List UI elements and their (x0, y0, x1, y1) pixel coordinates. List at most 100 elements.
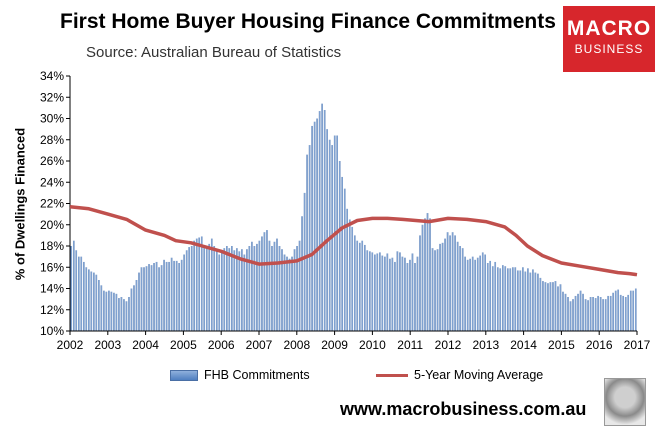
fhb-bar (228, 248, 231, 332)
fhb-bar (246, 249, 248, 331)
footer-url: www.macrobusiness.com.au (340, 399, 587, 419)
fhb-bar (145, 266, 148, 331)
fhb-bar (564, 293, 567, 331)
fhb-bar (80, 256, 83, 332)
fhb-bar (474, 259, 476, 331)
fhb-bar (173, 260, 175, 332)
y-tick-label: 20% (40, 218, 64, 232)
fhb-bar (353, 235, 356, 332)
fhb-bar (476, 257, 479, 331)
fhb-bar (180, 259, 183, 331)
fhb-bar (291, 256, 293, 332)
fhb-bar (198, 237, 200, 331)
fhb-bar (469, 258, 471, 331)
fhb-bar (160, 265, 163, 332)
logo-line-2: BUSINESS (574, 42, 644, 56)
fhb-bar (281, 249, 283, 331)
fhb-bar (461, 248, 464, 332)
fhb-bar (632, 290, 635, 332)
fhb-bar (283, 254, 286, 331)
fhb-bar (384, 256, 386, 332)
fhb-bar (323, 110, 326, 331)
fhb-bar (88, 269, 90, 332)
y-tick-label: 24% (40, 175, 64, 189)
fhb-bar (509, 268, 512, 331)
fhb-bar (579, 290, 582, 332)
fhb-bar (296, 246, 298, 331)
fhb-bar (609, 295, 612, 331)
chart-subtitle: Source: Australian Bureau of Statistics (86, 44, 342, 61)
moving-average-line (69, 204, 638, 277)
x-tick-label: 2010 (359, 338, 386, 352)
fhb-bar (391, 257, 394, 331)
fhb-bar (552, 282, 554, 332)
fhb-bar (138, 272, 140, 331)
fhb-bar (394, 261, 396, 331)
legend-swatch-bar (170, 369, 198, 381)
fhb-bar (298, 240, 301, 331)
fhb-bar (496, 267, 499, 331)
fhb-bar (559, 284, 562, 331)
x-tick-label: 2015 (548, 338, 575, 352)
fhb-bar (293, 249, 296, 331)
fhb-bar (567, 297, 569, 331)
fhb-bar (594, 298, 597, 331)
fhb-bar (288, 258, 291, 331)
fhb-bar (489, 260, 492, 332)
x-tick-label: 2016 (586, 338, 613, 352)
fhb-bar (456, 241, 459, 331)
fhb-bar (597, 295, 599, 331)
fhb-bar (529, 272, 532, 331)
fhb-bar (532, 269, 534, 332)
fhb-bar (278, 246, 281, 331)
fhb-bar (231, 246, 233, 331)
fhb-bar (215, 251, 218, 331)
fhb-bar (514, 267, 517, 331)
fhb-bar (374, 254, 376, 331)
y-tick-label: 18% (40, 239, 64, 253)
x-tick-label: 2003 (94, 338, 121, 352)
fhb-bar (622, 295, 624, 331)
y-tick-label: 28% (40, 133, 64, 147)
bar-series (70, 103, 637, 332)
x-tick-label: 2009 (321, 338, 348, 352)
legend-label-fhb: FHB Commitments (204, 368, 310, 382)
fhb-bar (346, 208, 349, 331)
fhb-bar (486, 263, 489, 331)
fhb-bar (266, 230, 268, 331)
fhb-bar (341, 176, 343, 331)
fhb-bar (303, 192, 306, 332)
fhb-bar (328, 139, 331, 331)
fhb-bar (158, 267, 160, 331)
fhb-bar (627, 294, 629, 332)
fhb-bar (504, 266, 507, 331)
fhb-bar (243, 254, 246, 331)
fhb-bar (404, 257, 406, 331)
y-tick-label: 26% (40, 154, 64, 168)
fhb-bar (150, 265, 153, 332)
fhb-bar (629, 290, 632, 332)
fhb-bar (348, 219, 351, 331)
fhb-bar (95, 274, 98, 331)
fhb-bar (524, 271, 527, 331)
fhb-bar (103, 290, 105, 332)
x-tick-label: 2007 (246, 338, 273, 352)
fhb-bar (226, 246, 228, 331)
x-tick-label: 2006 (208, 338, 235, 352)
y-tick-label: 32% (40, 90, 64, 104)
fhb-bar (542, 281, 544, 331)
wolf-icon (604, 378, 646, 426)
fhb-bar (459, 246, 461, 331)
fhb-bar (562, 291, 564, 331)
fhb-bar (386, 253, 389, 331)
fhb-bar (479, 255, 481, 331)
fhb-bar (143, 267, 145, 331)
fhb-bar (125, 301, 128, 331)
fhb-bar (286, 256, 288, 332)
fhb-bar (236, 248, 238, 332)
x-tick-label: 2004 (132, 338, 159, 352)
x-tick-label: 2008 (283, 338, 310, 352)
fhb-bar (414, 263, 416, 331)
fhb-bar (569, 301, 572, 331)
fhb-bar (554, 281, 557, 331)
